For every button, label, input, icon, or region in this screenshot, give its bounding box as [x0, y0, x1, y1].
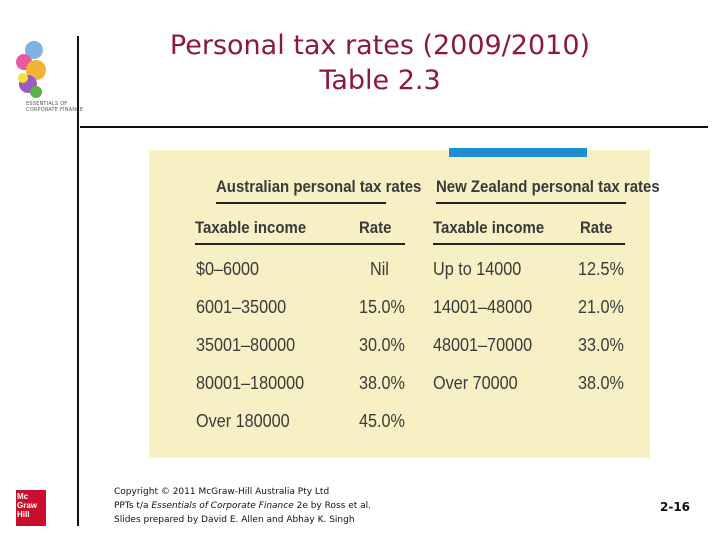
table-row: 15.0%	[359, 297, 405, 317]
table-row: 14001–48000	[433, 297, 533, 317]
nz-rate-header: Rate	[580, 218, 613, 237]
table-row: 33.0%	[578, 335, 624, 355]
table-row: Nil	[370, 259, 389, 279]
table-row: 35001–80000	[196, 335, 296, 355]
table-row: $0–6000	[196, 259, 260, 279]
table-row: 21.0%	[578, 297, 624, 317]
australia-heading: Australian personal tax rates	[216, 177, 422, 196]
table-row: 6001–35000	[196, 297, 287, 317]
table-row: 38.0%	[359, 373, 405, 393]
nz-income-header: Taxable income	[433, 218, 545, 237]
copyright-notice: Copyright © 2011 McGraw-Hill Australia P…	[114, 487, 372, 525]
page-number: 2-16	[660, 500, 691, 514]
nz-heading-rule	[436, 202, 626, 204]
logo-caption: ESSENTIALS OF CORPORATE FINANCE	[26, 101, 84, 113]
accent-tab	[449, 148, 587, 157]
table-row: 45.0%	[359, 411, 405, 431]
slide-title: Personal tax rates (2009/2010) Table 2.3	[169, 30, 591, 96]
australia-header-rule	[195, 243, 405, 245]
vertical-divider	[77, 36, 79, 526]
tax-table-panel	[149, 150, 650, 458]
table-row: 38.0%	[578, 373, 624, 393]
table-row: 80001–180000	[196, 373, 305, 393]
table-row: 48001–70000	[433, 335, 533, 355]
table-row: 30.0%	[359, 335, 405, 355]
australia-income-header: Taxable income	[195, 218, 307, 237]
table-row: Over 70000	[433, 373, 518, 393]
horizontal-divider	[80, 126, 708, 128]
australia-heading-rule	[216, 202, 386, 204]
nz-header-rule	[433, 243, 625, 245]
australia-rate-header: Rate	[359, 218, 392, 237]
publisher-logo: Mc Graw Hill	[16, 490, 46, 526]
table-row: Over 180000	[196, 411, 290, 431]
book-logo-icon	[16, 41, 46, 98]
nz-heading: New Zealand personal tax rates	[436, 177, 660, 196]
table-row: Up to 14000	[433, 259, 522, 279]
table-row: 12.5%	[578, 259, 624, 279]
